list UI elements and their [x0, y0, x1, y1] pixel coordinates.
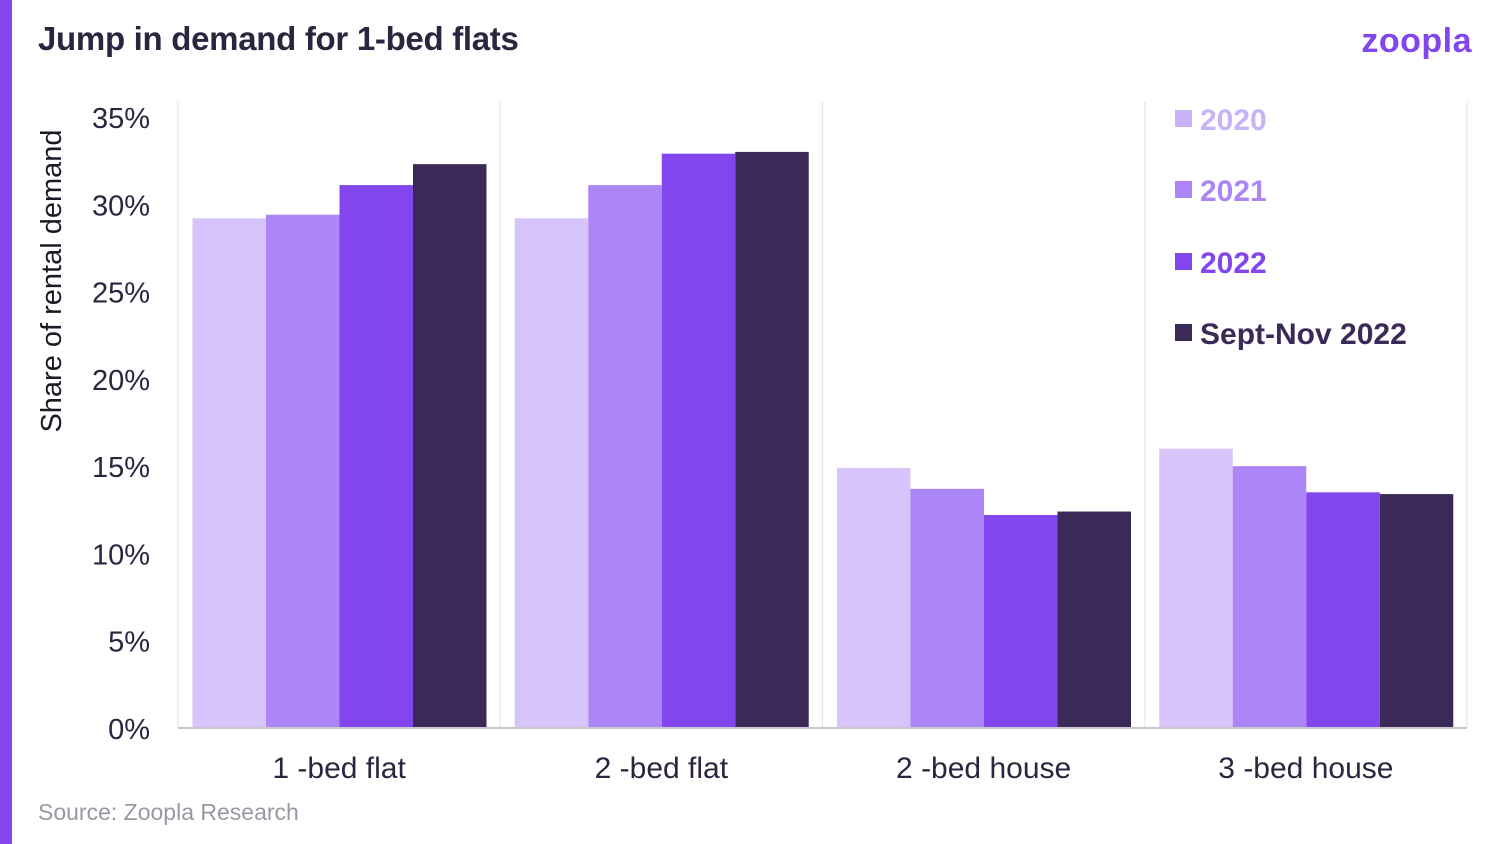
bar	[514, 218, 589, 728]
x-category-label: 1 -bed flat	[272, 752, 406, 785]
bar	[1057, 511, 1131, 728]
x-category-label: 2 -bed house	[896, 752, 1071, 785]
x-category-label: 2 -bed flat	[595, 752, 729, 785]
x-category-labels: 1 -bed flat 2 -bed flat 2 -bed house 3 -bed…	[272, 752, 1393, 785]
y-tick-label: 10%	[92, 539, 150, 571]
y-tick-label: 15%	[92, 452, 150, 484]
y-tick-label: 5%	[108, 627, 150, 659]
y-tick-label: 0%	[108, 714, 150, 746]
bars-group	[192, 151, 1454, 729]
bar	[192, 218, 266, 728]
legend-swatch	[1175, 253, 1192, 270]
legend-label: 2020	[1200, 104, 1267, 137]
y-tick-labels: 0% 5% 10% 15% 20% 25% 30% 35%	[92, 103, 150, 746]
bar	[661, 153, 736, 728]
bar	[837, 467, 911, 728]
bar	[910, 488, 984, 728]
bar	[413, 164, 487, 729]
bar	[735, 151, 809, 728]
zoopla-logo: zoopla	[1361, 22, 1472, 60]
bar	[588, 185, 662, 728]
y-tick-label: 35%	[92, 103, 150, 135]
legend-swatch	[1175, 110, 1192, 127]
legend-label: 2022	[1200, 247, 1267, 280]
y-tick-label: 30%	[92, 190, 150, 222]
legend-swatch	[1175, 324, 1192, 341]
x-category-label: 3 -bed house	[1218, 752, 1393, 785]
bar	[339, 185, 413, 728]
y-tick-label: 20%	[92, 365, 150, 397]
source-note: Source: Zoopla Research	[38, 799, 299, 825]
y-tick-label: 25%	[92, 278, 150, 310]
legend-swatch	[1175, 181, 1192, 198]
legend-label: Sept-Nov 2022	[1200, 318, 1407, 351]
bar	[984, 515, 1058, 728]
bar	[1379, 494, 1454, 728]
side-accent-bar	[0, 0, 12, 844]
category-separators	[177, 102, 1468, 728]
bar	[1306, 492, 1380, 728]
legend-label: 2021	[1200, 175, 1267, 208]
chart-title: Jump in demand for 1-bed flats	[38, 20, 519, 57]
y-axis-label: Share of rental demand	[36, 129, 68, 432]
bar	[1159, 448, 1233, 728]
bar	[266, 214, 340, 728]
legend: 2020 2021 2022 Sept-Nov 2022	[1175, 104, 1407, 351]
bar	[1232, 466, 1307, 728]
